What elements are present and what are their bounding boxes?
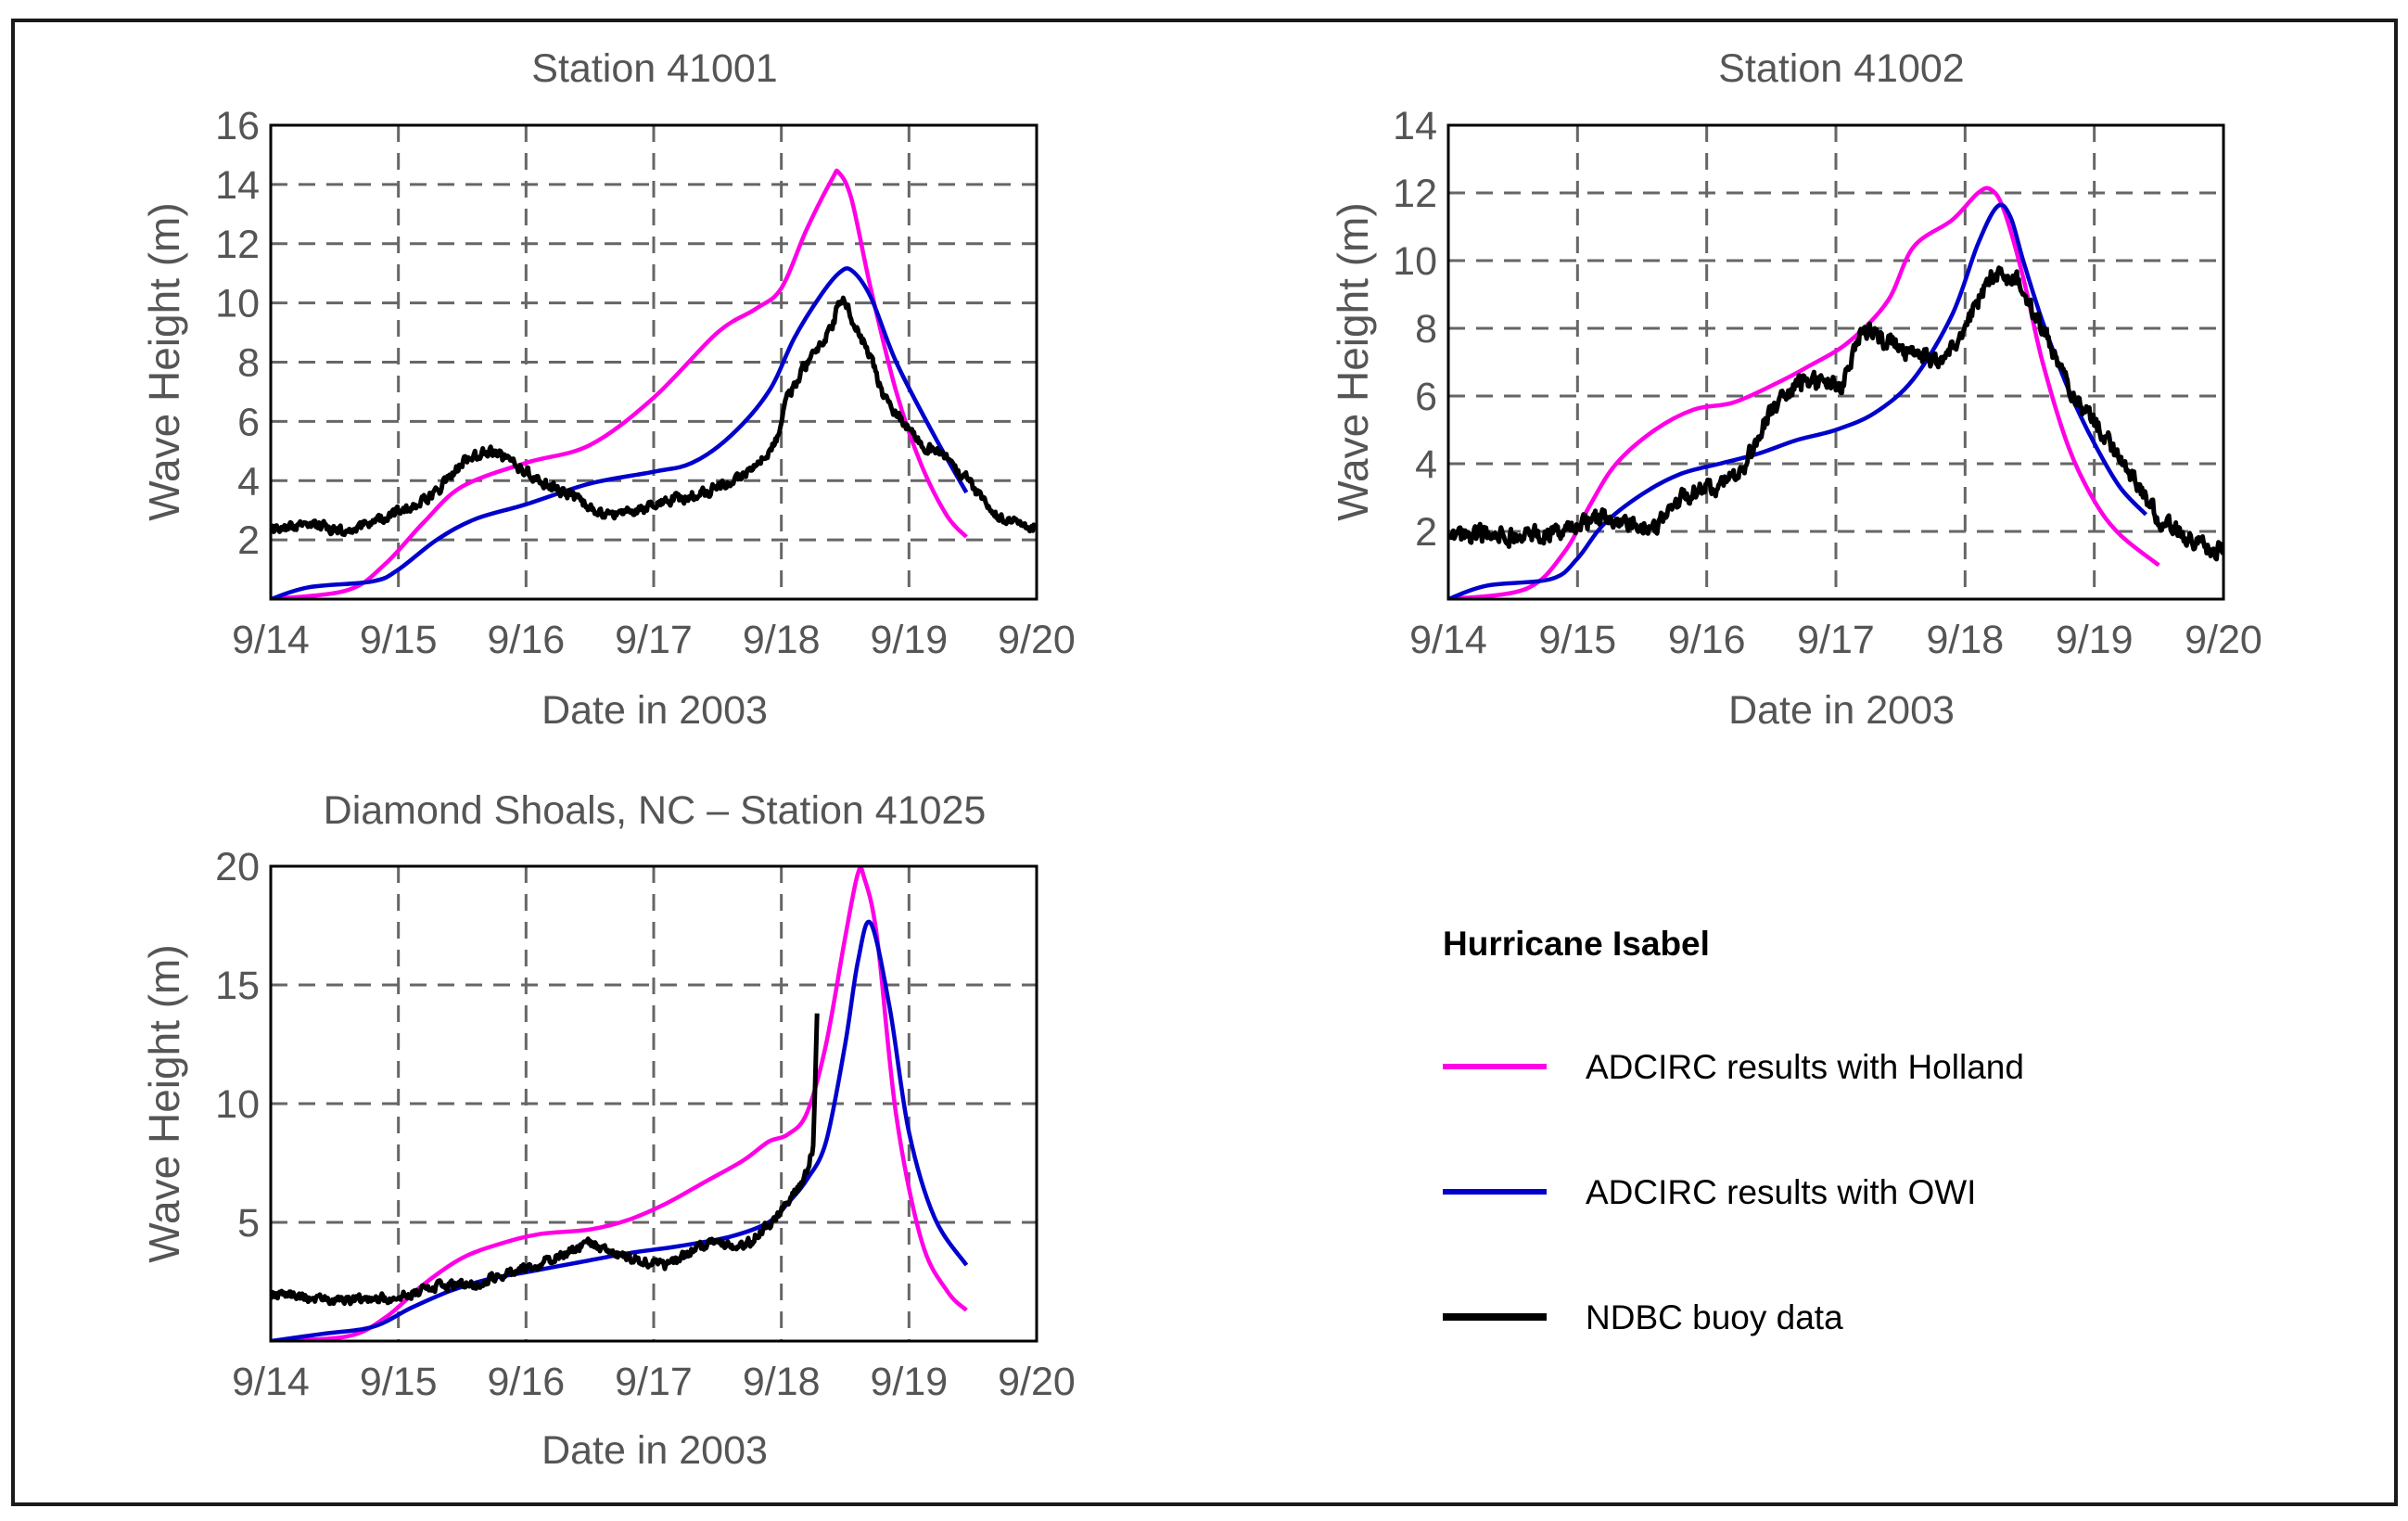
y-tick-label: 16 (215, 104, 260, 148)
x-tick-label: 9/15 (1538, 618, 1616, 662)
x-axis-label: Date in 2003 (541, 1428, 768, 1473)
plot-frame (1446, 123, 2225, 601)
y-tick-label: 5 (237, 1201, 260, 1246)
x-tick-label: 9/16 (1668, 618, 1746, 662)
x-tick-label: 9/16 (487, 618, 565, 662)
series-line-adcirc-results-with-owi (271, 266, 969, 599)
y-tick-label: 14 (215, 163, 260, 208)
plot-frame (269, 123, 1038, 601)
x-tick-label: 9/17 (615, 618, 693, 662)
x-tick-label: 9/14 (1409, 618, 1487, 662)
x-axis-label: Date in 2003 (541, 688, 768, 733)
y-tick-label: 10 (215, 282, 260, 326)
plot-area: 9/14 9/15 9/16 9/17 9/18 9/19 9/20 2 4 6 8 10 12 14 16 (215, 104, 1076, 662)
x-tick-label: 9/16 (487, 1360, 565, 1404)
series-line-ndbc-buoy-data (271, 295, 1037, 537)
y-tick-label: 2 (237, 518, 260, 563)
x-tick-label: 9/17 (615, 1360, 693, 1404)
x-tick-label: 9/17 (1797, 618, 1875, 662)
x-tick-label: 9/14 (232, 618, 310, 662)
y-axis-label: Wave Height (m) (140, 202, 188, 520)
y-tick-label: 20 (215, 845, 260, 889)
y-axis-label: Wave Height (m) (140, 944, 188, 1262)
legend-label-holland: ADCIRC results with Holland (1586, 1048, 2024, 1086)
x-tick-label: 9/20 (998, 618, 1076, 662)
x-tick-label: 9/20 (998, 1360, 1076, 1404)
chart-title: Diamond Shoals, NC – Station 41025 (324, 788, 987, 833)
plot-frame (269, 864, 1038, 1343)
plot-area: 9/14 9/15 9/16 9/17 9/18 9/19 9/20 2 4 6 8 10 12 14 (1393, 104, 2262, 662)
x-tick-label: 9/19 (2056, 618, 2134, 662)
x-tick-label: 9/18 (743, 1360, 821, 1404)
y-tick-label: 4 (237, 459, 260, 504)
x-tick-label: 9/15 (360, 1360, 438, 1404)
y-tick-label: 2 (1415, 510, 1437, 555)
x-tick-label: 9/15 (360, 618, 438, 662)
y-tick-label: 14 (1393, 104, 1437, 148)
x-tick-label: 9/20 (2185, 618, 2262, 662)
legend-label-ndbc: NDBC buoy data (1586, 1298, 1843, 1336)
x-tick-label: 9/19 (870, 1360, 948, 1404)
series-line-adcirc-results-with-holland (271, 168, 968, 599)
chart-title: Station 41001 (531, 46, 777, 91)
series-line-adcirc-results-with-holland (1448, 185, 2160, 599)
y-tick-label: 4 (1415, 442, 1437, 487)
y-axis-label: Wave Height (m) (1329, 202, 1377, 520)
chart-station-41001: Station 41001 9/14 9/15 9/16 9/17 9/18 9/19 9/… (140, 46, 1076, 733)
x-axis-label: Date in 2003 (1728, 688, 1955, 733)
y-tick-label: 15 (215, 964, 260, 1008)
chart-title: Station 41002 (1718, 46, 1964, 91)
legend-label-owi: ADCIRC results with OWI (1586, 1173, 1976, 1211)
x-tick-label: 9/18 (1926, 618, 2004, 662)
plot-area: 9/14 9/15 9/16 9/17 9/18 9/19 9/20 5 10 15 20 (215, 845, 1076, 1404)
y-tick-label: 12 (1393, 172, 1437, 216)
y-tick-label: 10 (215, 1082, 260, 1127)
y-tick-label: 12 (215, 223, 260, 267)
y-tick-label: 6 (237, 400, 260, 444)
y-tick-label: 6 (1415, 375, 1437, 419)
legend-title: Hurricane Isabel (1443, 925, 1710, 963)
legend: Hurricane Isabel ADCIRC results with Hol… (1443, 925, 2024, 1336)
y-tick-label: 8 (237, 341, 260, 386)
y-tick-label: 8 (1415, 307, 1437, 351)
chart-station-41002: Station 41002 9/14 9/15 9/16 9/17 9/18 9/19 9/… (1329, 46, 2262, 733)
series-line-adcirc-results-with-holland (271, 866, 968, 1341)
chart-station-41025: Diamond Shoals, NC – Station 41025 9/14 9… (140, 788, 1076, 1473)
x-tick-label: 9/19 (870, 618, 948, 662)
x-tick-label: 9/14 (232, 1360, 310, 1404)
series-line-ndbc-buoy-data (271, 1013, 820, 1307)
y-tick-label: 10 (1393, 239, 1437, 284)
x-tick-label: 9/18 (743, 618, 821, 662)
series-line-ndbc-buoy-data (1448, 265, 2223, 562)
